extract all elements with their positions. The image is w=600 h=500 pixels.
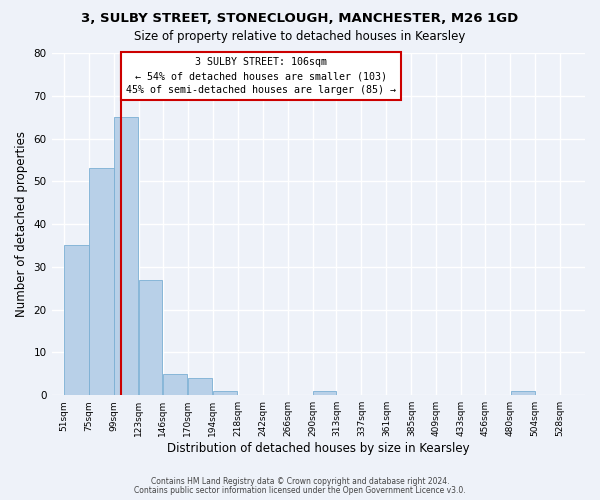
Bar (511, 391, 535, 395)
Text: Size of property relative to detached houses in Kearsley: Size of property relative to detached ho… (134, 30, 466, 43)
Bar (313, 391, 336, 395)
Text: Contains public sector information licensed under the Open Government Licence v3: Contains public sector information licen… (134, 486, 466, 495)
X-axis label: Distribution of detached houses by size in Kearsley: Distribution of detached houses by size … (167, 442, 470, 455)
Bar (89, 168, 113, 395)
Text: 3 SULBY STREET: 106sqm
← 54% of detached houses are smaller (103)
45% of semi-de: 3 SULBY STREET: 106sqm ← 54% of detached… (125, 58, 395, 96)
Bar (64, 246, 89, 395)
Bar (139, 280, 163, 395)
Y-axis label: Number of detached properties: Number of detached properties (15, 131, 28, 317)
Bar (213, 391, 237, 395)
Bar (115, 117, 139, 395)
Text: 3, SULBY STREET, STONECLOUGH, MANCHESTER, M26 1GD: 3, SULBY STREET, STONECLOUGH, MANCHESTER… (82, 12, 518, 26)
Bar (163, 374, 187, 395)
Text: Contains HM Land Registry data © Crown copyright and database right 2024.: Contains HM Land Registry data © Crown c… (151, 477, 449, 486)
Bar (188, 378, 212, 395)
